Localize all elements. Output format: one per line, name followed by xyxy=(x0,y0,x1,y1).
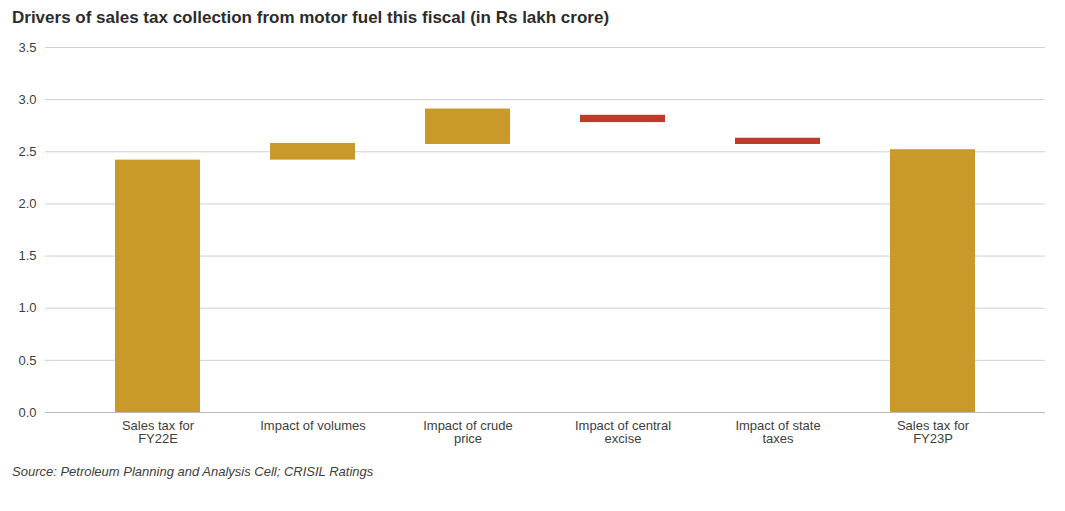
html-text:Source: Petroleum Planning and: Source: Petroleum Planning and Analysis … xyxy=(12,464,374,479)
svg-text:1.5: 1.5 xyxy=(18,248,36,263)
svg-text:Impact of volumes: Impact of volumes xyxy=(260,418,366,433)
svg-text:Impact of crudeprice: Impact of crudeprice xyxy=(423,418,513,446)
svg-text:3.5: 3.5 xyxy=(18,40,36,55)
svg-text:Sales tax forFY23P: Sales tax forFY23P xyxy=(897,418,970,446)
html-text:Drivers of sales tax collectio: Drivers of sales tax collection from mot… xyxy=(12,8,610,27)
svg-text:3.0: 3.0 xyxy=(18,92,36,107)
svg-text:1.0: 1.0 xyxy=(18,300,36,315)
svg-text:Sales tax forFY22E: Sales tax forFY22E xyxy=(122,418,195,446)
svg-text:2.5: 2.5 xyxy=(18,144,36,159)
svg-text:2.0: 2.0 xyxy=(18,196,36,211)
svg-text:0.5: 0.5 xyxy=(18,353,36,368)
svg-text:Impact of statetaxes: Impact of statetaxes xyxy=(735,418,820,446)
svg-text:0.0: 0.0 xyxy=(18,405,36,420)
svg-text:Impact of centralexcise: Impact of centralexcise xyxy=(575,418,671,446)
